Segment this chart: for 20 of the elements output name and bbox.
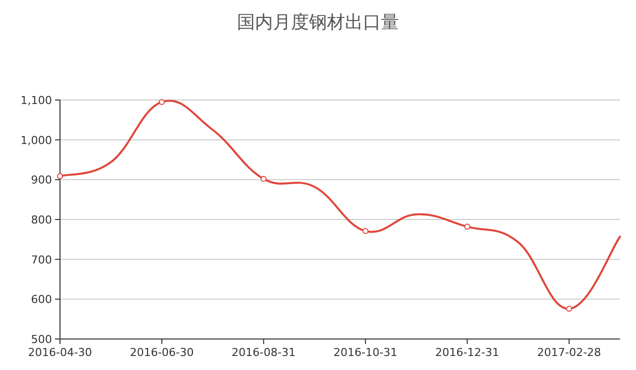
y-tick-label: 500 — [31, 333, 52, 346]
x-tick-label: 2017-02-28 — [537, 346, 602, 359]
point — [566, 306, 572, 312]
point — [57, 173, 63, 180]
x-tick-label: 2016-12-31 — [435, 346, 500, 359]
y-tick-label: 900 — [31, 174, 52, 187]
y-tick-label: 1,000 — [20, 134, 52, 147]
x-tick-label: 2016-06-30 — [130, 346, 194, 359]
y-tick-label: 700 — [31, 253, 52, 266]
point — [464, 224, 470, 230]
y-tick-label: 1,100 — [20, 94, 52, 107]
point — [158, 98, 165, 105]
x-tick-label: 2016-10-31 — [333, 346, 398, 359]
point — [260, 176, 267, 182]
x-tick-label: 2016-08-31 — [232, 346, 296, 359]
chart-title: 国内月度钢材出口量 — [237, 12, 399, 33]
x-tick-label: 2016-04-30 — [28, 346, 92, 359]
y-tick-label: 800 — [31, 214, 52, 226]
y-tick-label: 600 — [31, 293, 52, 306]
point — [362, 228, 368, 234]
